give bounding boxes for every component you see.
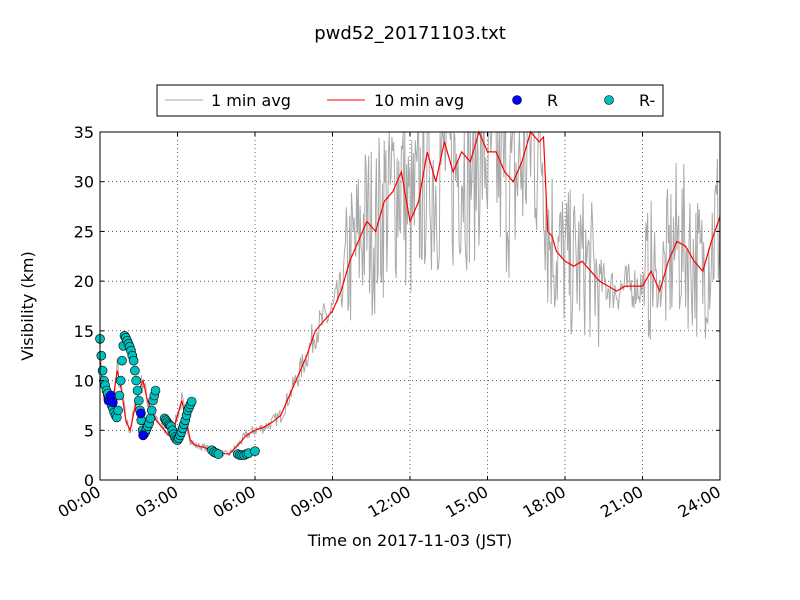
- marker-r-minus: [132, 385, 143, 396]
- rain-markers: [95, 330, 260, 460]
- legend-label-r: R: [547, 91, 558, 110]
- series-1-min-avg: [99, 131, 721, 457]
- series-10-min-avg: [99, 130, 721, 455]
- marker-r-minus: [97, 365, 108, 376]
- marker-r: [138, 430, 148, 441]
- marker-r-minus: [114, 390, 125, 401]
- legend-item-10-min-avg: 10 min avg: [327, 91, 464, 110]
- legend-item-1-min-avg: 1 min avg: [165, 91, 291, 110]
- y-tick-label: 35: [74, 123, 94, 142]
- legend-item-r: R: [512, 91, 558, 110]
- legend-swatch-r-minus: [604, 95, 614, 105]
- legend-item-r-minus: R-: [604, 91, 655, 110]
- marker-r: [136, 408, 146, 419]
- marker-r-minus: [113, 405, 123, 416]
- line-10-min-avg: [99, 130, 721, 455]
- plot-frame: [99, 131, 721, 481]
- marker-r-minus: [130, 365, 140, 376]
- marker-r-minus: [145, 413, 156, 424]
- marker-r-minus: [250, 446, 260, 457]
- marker-r-minus: [146, 405, 157, 416]
- y-tick-label: 0: [84, 471, 94, 490]
- x-axis-label: Time on 2017-11-03 (JST): [307, 531, 512, 550]
- marker-r-minus: [186, 396, 197, 407]
- marker-r-minus: [128, 355, 139, 366]
- marker-r-minus: [131, 375, 141, 386]
- line-1-min-avg: [99, 131, 721, 457]
- y-tick-label: 20: [74, 272, 94, 291]
- y-tick-label: 5: [84, 421, 94, 440]
- y-tick-label: 15: [74, 322, 94, 341]
- marker-r-minus: [150, 385, 161, 396]
- chart-title: pwd52_20171103.txt: [314, 23, 506, 44]
- legend-label-1-min-avg: 1 min avg: [211, 91, 291, 110]
- marker-r: [108, 397, 118, 408]
- y-tick-label: 25: [74, 222, 94, 241]
- legend: 1 min avg 10 min avg R R-: [156, 84, 664, 117]
- marker-r-minus: [117, 355, 127, 366]
- y-tick-label: 30: [74, 173, 94, 192]
- legend-label-r-minus: R-: [639, 91, 655, 110]
- legend-swatch-r: [512, 95, 522, 105]
- marker-r-minus: [134, 395, 144, 406]
- y-tick-label: 10: [74, 372, 94, 391]
- marker-r-minus: [115, 375, 126, 386]
- legend-frame: [156, 84, 664, 117]
- marker-r-minus: [96, 350, 107, 361]
- legend-label-10-min-avg: 10 min avg: [374, 91, 464, 110]
- y-axis-label: Visibility (km): [18, 251, 37, 360]
- marker-r-minus: [213, 449, 224, 459]
